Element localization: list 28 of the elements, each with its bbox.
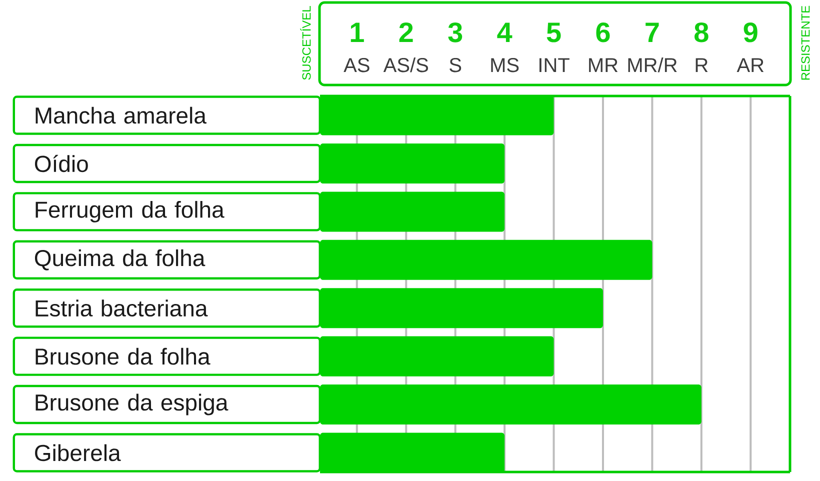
- x-tick-label: 4: [497, 22, 512, 42]
- y-tick-label: Oídio: [34, 154, 88, 172]
- text: MR: [589, 58, 618, 72]
- x-tick-label: 3: [448, 22, 462, 42]
- y-tick-label: Queima da folha: [34, 249, 206, 270]
- y-tick-label: Mancha amarela: [36, 106, 206, 124]
- x-tick-label: 7: [646, 22, 659, 42]
- x-tick-label: 8: [694, 22, 708, 42]
- text: MS: [491, 58, 519, 72]
- x-tick-label: 9: [744, 22, 758, 42]
- y-tick-label: Brusone da espiga: [36, 394, 228, 416]
- x-tick-label: 5: [546, 22, 561, 42]
- text: AS/S: [383, 57, 428, 72]
- y-tick-label: Estria bacteriana: [36, 300, 208, 317]
- text: AR: [736, 58, 764, 72]
- text: AS: [344, 58, 370, 72]
- x-tick-label: 1: [350, 22, 364, 42]
- text: SUSCETÍVEL: [300, 6, 311, 80]
- y-tick-label: Brusone da folha: [36, 348, 210, 365]
- text: INT: [540, 58, 570, 72]
- x-tick-label: 2: [399, 22, 413, 42]
- text: MR/R: [628, 57, 677, 72]
- text: R: [696, 58, 708, 72]
- y-tick-label: Giberela: [35, 444, 121, 462]
- text: RESISTENTE: [801, 6, 810, 80]
- x-tick-label: 6: [596, 22, 610, 42]
- text: S: [450, 58, 462, 72]
- y-tick-label: Ferrugem da folha: [36, 200, 224, 222]
